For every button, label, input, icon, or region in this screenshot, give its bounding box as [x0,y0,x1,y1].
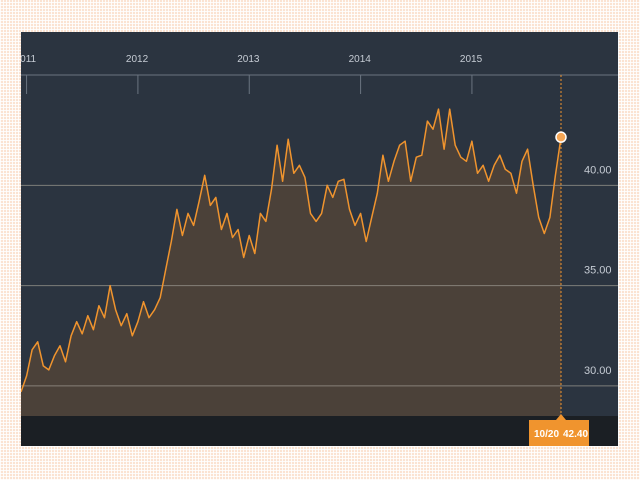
y-label-35.00: 35.00 [584,265,612,277]
year-tick-group: 2011 2012 2013 2014 2015 [21,54,483,94]
last-value-label: 42.40 [563,429,588,440]
last-point-marker [555,131,567,143]
year-label-2015: 2015 [460,54,483,65]
chart-panel: 2011 2012 2013 2014 2015 30.00 35.00 40.00 10/… [21,32,618,446]
price-chart: 2011 2012 2013 2014 2015 30.00 35.00 40.00 10/… [21,32,618,446]
year-label-2012: 2012 [126,54,149,65]
y-tick-label-group: 30.00 35.00 40.00 [584,164,612,377]
last-value-box-arrow [556,414,566,420]
last-date-label: 10/20 [534,429,559,440]
year-label-2014: 2014 [349,54,372,65]
last-value-box: 10/20 42.40 [529,414,589,446]
bottom-bar [21,416,618,446]
y-label-30.00: 30.00 [584,365,612,377]
year-label-2013: 2013 [237,54,260,65]
price-line [21,108,562,393]
y-label-40.00: 40.00 [584,164,612,176]
last-value-box-bg [529,420,589,446]
year-label-2011: 2011 [21,54,37,65]
price-area [21,109,561,416]
